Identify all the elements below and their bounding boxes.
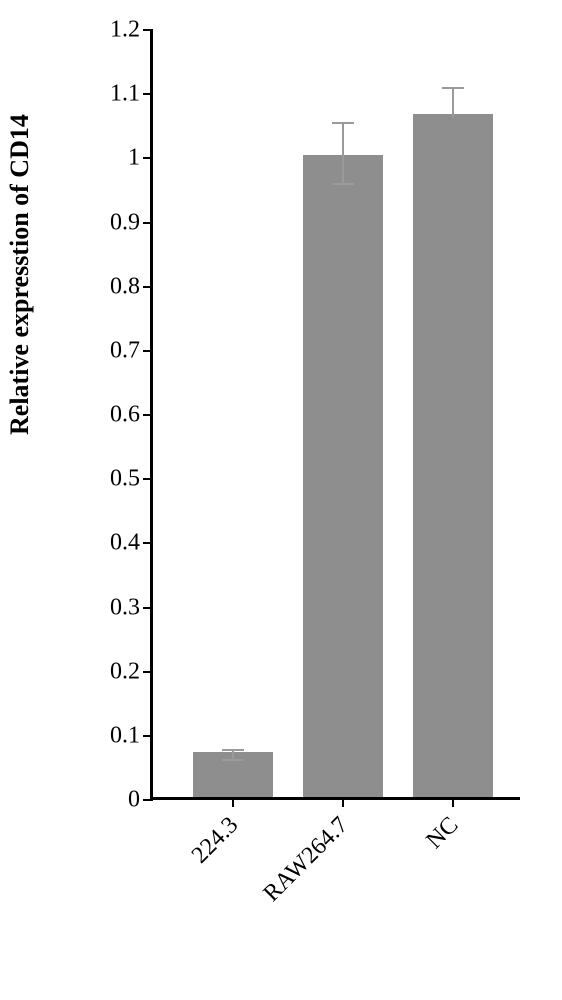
y-tick-label: 0.9	[80, 209, 140, 236]
x-tick	[452, 797, 454, 807]
error-bar-cap	[222, 749, 244, 751]
y-tick	[143, 478, 153, 480]
y-axis-label: Relative expresstion of CD14	[5, 114, 35, 435]
plot-area: 00.10.20.30.40.50.60.70.80.911.11.2	[150, 30, 520, 800]
error-bar-cap	[332, 122, 354, 124]
y-tick-label: 0.1	[80, 722, 140, 749]
y-tick	[143, 222, 153, 224]
bar	[413, 114, 493, 797]
y-tick-label: 1.2	[80, 17, 140, 44]
y-tick-label: 0.4	[80, 530, 140, 557]
y-tick	[143, 286, 153, 288]
x-tick-label: 224.3	[119, 812, 244, 937]
bar	[303, 155, 383, 797]
y-tick	[143, 350, 153, 352]
y-tick-label: 0.6	[80, 402, 140, 429]
x-tick-label: RAW264.7	[229, 812, 354, 937]
error-bar	[452, 88, 454, 117]
y-tick-label: 0.3	[80, 594, 140, 621]
y-tick-label: 0.8	[80, 273, 140, 300]
error-bar-cap	[332, 183, 354, 185]
y-tick-label: 0.5	[80, 466, 140, 493]
y-tick	[143, 671, 153, 673]
y-tick	[143, 735, 153, 737]
y-tick-label: 0.7	[80, 337, 140, 364]
error-bar	[342, 123, 344, 184]
chart-container: Relative expresstion of CD14 00.10.20.30…	[50, 20, 530, 980]
y-tick	[143, 542, 153, 544]
y-tick-label: 1.1	[80, 81, 140, 108]
y-tick-label: 0.2	[80, 658, 140, 685]
y-tick	[143, 799, 153, 801]
y-tick-label: 1	[80, 145, 140, 172]
error-bar-cap	[222, 759, 244, 761]
x-tick	[342, 797, 344, 807]
y-tick	[143, 93, 153, 95]
y-tick	[143, 414, 153, 416]
error-bar-cap	[442, 87, 464, 89]
y-tick	[143, 29, 153, 31]
x-tick	[232, 797, 234, 807]
y-tick	[143, 157, 153, 159]
y-tick	[143, 607, 153, 609]
y-tick-label: 0	[80, 787, 140, 814]
x-tick-label: NC	[339, 812, 464, 937]
